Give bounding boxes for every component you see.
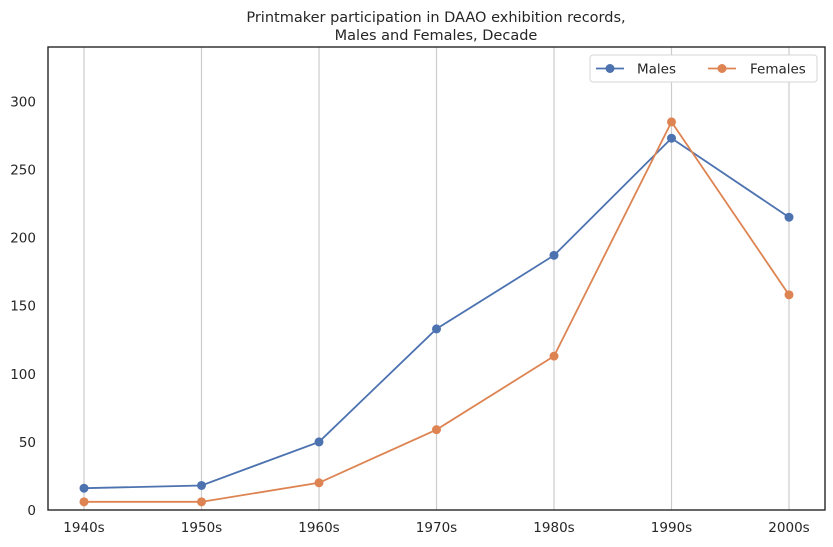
data-point-males <box>432 324 441 334</box>
data-point-males <box>784 212 794 222</box>
data-point-males <box>314 437 324 447</box>
data-point-males <box>667 133 676 143</box>
x-tick-label: 1950s <box>181 520 222 536</box>
data-point-females <box>197 497 206 507</box>
chart-title-line-1: Printmaker participation in DAAO exhibit… <box>246 10 625 26</box>
y-tick-label: 100 <box>10 367 36 383</box>
x-tick-label: 1980s <box>533 520 574 536</box>
y-tick-label: 50 <box>19 435 36 451</box>
legend-label-females: Females <box>750 62 806 78</box>
legend-label-males: Males <box>637 62 676 78</box>
data-point-males <box>197 480 206 490</box>
data-point-females <box>314 478 324 488</box>
data-point-females <box>667 117 676 127</box>
x-tick-label: 1940s <box>63 520 104 536</box>
x-tick-label: 1990s <box>651 520 692 536</box>
data-point-males <box>79 483 89 493</box>
x-tick-label: 1970s <box>416 520 457 536</box>
x-axis-ticks: 1940s 1950s 1960s 1970s 1980s 1990s 2000s <box>63 520 809 536</box>
legend-marker-males <box>605 64 615 73</box>
y-axis-ticks: 0 50 100 150 200 250 300 <box>10 94 36 519</box>
data-point-females <box>784 290 794 300</box>
y-tick-label: 150 <box>10 299 36 315</box>
y-tick-label: 0 <box>27 503 36 519</box>
y-tick-label: 300 <box>10 94 36 110</box>
series-group <box>79 117 794 507</box>
data-point-females <box>549 351 559 361</box>
x-tick-label: 1960s <box>298 520 339 536</box>
y-tick-label: 200 <box>10 231 36 247</box>
legend-marker-females <box>717 64 727 73</box>
y-tick-label: 250 <box>10 163 36 179</box>
chart-title-line-2: Males and Females, Decade <box>335 28 538 44</box>
legend: Males Females <box>589 54 818 83</box>
data-point-males <box>549 250 559 260</box>
data-point-females <box>79 497 89 507</box>
plot-frame <box>47 46 826 511</box>
data-point-females <box>432 425 441 435</box>
gridlines <box>83 47 790 510</box>
x-tick-label: 2000s <box>768 520 809 536</box>
legend-box <box>589 54 818 83</box>
